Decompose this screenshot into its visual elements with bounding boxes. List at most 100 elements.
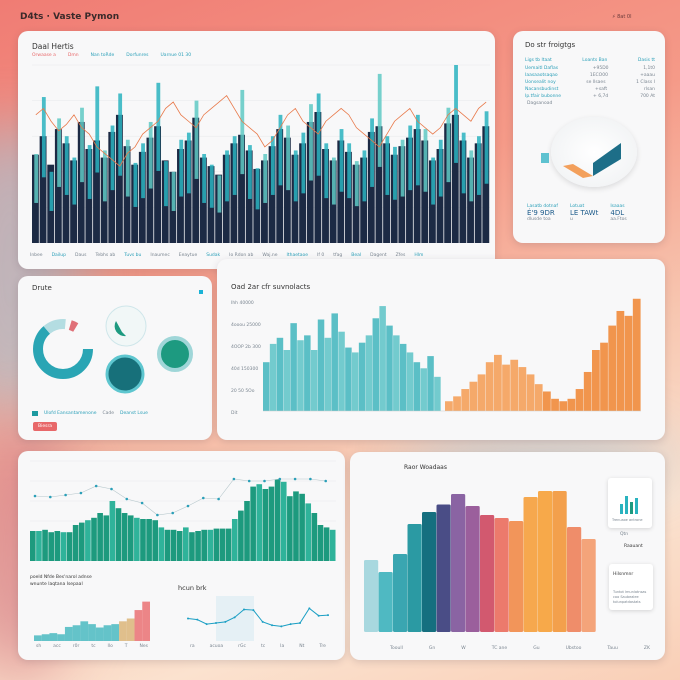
line-point [247,479,251,483]
highlight-band [216,596,254,641]
bar-teal [309,104,313,181]
x-tick-label: r0r [72,644,80,649]
bar-teal [354,161,359,207]
bar-teal [317,319,325,411]
bar-green [176,531,183,561]
bar-teal [461,132,466,194]
bar-green [244,501,250,561]
bar-dark [238,134,245,243]
bar-teal [194,100,199,179]
bar-teal [400,139,405,197]
status-dot [199,290,203,294]
bar-green [219,528,226,561]
mini-card-2[interactable]: Hilsnmnr Tuntot lmunlatnsas coo Saubeale… [609,564,653,610]
bar-green [152,520,159,561]
bar-rainbow [465,506,480,632]
bar-teal [427,356,434,411]
bar-teal [420,368,427,411]
table-row: Iaasaaotsaqao 1ECO00 +aaau [525,73,655,78]
line-point [324,479,328,483]
legend-item: Orwaase a [32,53,56,58]
bar-dark [367,131,375,243]
bar-orange [559,401,568,411]
footer-label: If 0 [317,253,325,258]
bar-rainbow [407,524,422,632]
mini-card-2-line-3: tolunpatdastats [613,600,641,604]
mini-card-1-label: Qtn [620,532,629,537]
bar-green [293,491,299,561]
mini-card-1-text: Trenuaxe antrone [612,518,643,522]
donut-action-button[interactable]: Biesra [33,422,58,431]
line-point [125,497,129,501]
bar-teal [283,350,291,411]
bar-dark [115,114,123,243]
bar-dark [154,126,162,243]
bar-teal [408,125,413,191]
bar-green [189,532,195,561]
line-point [171,511,174,515]
footer-label: Dagent [370,253,387,258]
bar-orange [575,389,584,411]
bar-orange [502,364,510,411]
bar-teal [370,118,374,187]
bar-rainbow [393,554,408,632]
bar-green [97,513,103,561]
x-tick-label: tc [260,644,266,649]
bar-green [48,532,54,561]
footer-label: Io Rdon ab [229,253,254,258]
y-tick-label: 40d 150300 [231,367,259,372]
bar-teal [41,97,46,178]
line-point [187,617,189,620]
table-cell: se llsaes [586,80,606,85]
mini-area-chart [34,601,150,641]
bar-dark [482,126,490,243]
bar-teal [304,335,311,411]
bar-teal [293,150,298,202]
bar-orange [518,367,527,411]
x-tick-label: Nt [299,644,305,649]
bar-teal [209,164,214,208]
bar-orange [469,381,478,411]
bar-teal [278,114,283,186]
bar-green [91,517,97,561]
area-bar [119,621,127,641]
bar-teal [186,132,191,194]
x-tick-label: Tauu [607,646,618,651]
stat-label: Lasatb dotnaf [527,204,558,209]
bar-green [329,529,336,561]
stat-sub: dlusde toa [527,217,551,222]
bar-teal [415,114,420,186]
footer-label: Eeaytue [178,253,198,258]
mini-line-x-axis: ra acuoa rGc tc Ia Nt Tre [190,644,326,649]
bar-teal [301,132,306,194]
bar-orange [600,342,608,411]
green-caption-2: wnunte laqtana Isepaal [30,582,83,587]
donut-legend-1: Ulofd Eansantamenone [44,411,97,416]
line-point [217,497,220,501]
table-cell: 1,1t0 [643,66,655,71]
footer-label: Dailup [51,253,67,258]
footer-label: Hlm [414,253,424,258]
bar-orange [583,371,592,411]
mini-card-2-title: Hilsnmnr [613,572,634,577]
bar-green [42,529,48,561]
bar-orange [445,401,453,411]
3d-bar-orange [563,164,593,178]
legend-item: Dmn [67,53,79,58]
mini-card-1[interactable]: Trenuaxe antrone [608,478,652,528]
bar-teal [125,139,130,197]
bar-orange [608,325,617,411]
x-tick-label: Ia [280,644,285,649]
bar-teal [110,125,115,191]
bar-orange [494,354,502,411]
bar-teal [255,168,260,210]
bar-green [54,531,61,561]
line-point [278,477,282,481]
bar-green [231,519,238,561]
bar-teal [406,352,414,411]
stat-sub: u [570,217,573,222]
x-tick-label: Nes [139,644,148,649]
x-tick-label: Gn [428,646,436,651]
top-right-toolbar[interactable]: ⚡ 8at 0l [612,14,632,20]
stat-label: Isaaas [610,204,625,209]
